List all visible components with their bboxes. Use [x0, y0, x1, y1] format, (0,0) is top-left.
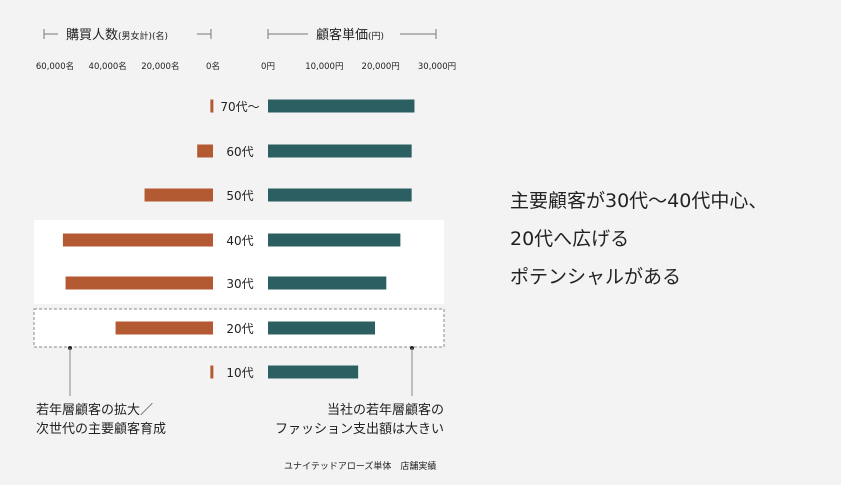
- category-label-10: 10代: [226, 366, 253, 380]
- right-tick-label-2: 20,000円: [362, 62, 400, 72]
- right-bar-40: [268, 233, 401, 247]
- left-bar-50: [144, 188, 213, 202]
- right-bar-60: [268, 144, 412, 158]
- left-tick-label-2: 20,000名: [141, 61, 179, 72]
- category-label-70: 70代〜: [220, 100, 259, 114]
- right-bar-20: [268, 321, 376, 335]
- category-label-20: 20代: [226, 322, 253, 336]
- right-tick-label-1: 10,000円: [305, 62, 343, 72]
- left-tick-label-1: 40,000名: [89, 61, 127, 72]
- annotation-left-line-1: 若年層顧客の拡大／: [36, 403, 154, 418]
- headline-line-1: 主要顧客が30代〜40代中心、: [510, 190, 768, 212]
- left-tick-label-0: 60,000名: [36, 61, 74, 72]
- bars: [62, 99, 415, 379]
- right-bar-30: [268, 276, 387, 290]
- left-bar-60: [197, 144, 213, 158]
- panel-headers: 購買人数(男女計)(名) 顧客単価(円): [43, 27, 437, 43]
- left-tick-label-3: 0名: [206, 61, 220, 72]
- left-panel-unit: (男女計)(名): [118, 30, 168, 42]
- highlight-band-40-30: [34, 220, 444, 304]
- headline-line-2: 20代へ広げる: [510, 228, 630, 250]
- right-bar-50: [268, 188, 412, 202]
- category-label-50: 50代: [226, 189, 253, 203]
- left-bar-10: [210, 365, 214, 379]
- right-bar-70: [268, 99, 415, 113]
- headline-line-3: ポテンシャルがある: [510, 266, 682, 288]
- source-note: ユナイテッドアローズ単体 店舗実績: [284, 462, 437, 472]
- category-label-30: 30代: [226, 277, 253, 291]
- category-label-60: 60代: [226, 145, 253, 159]
- annotation-right: 当社の若年層顧客の ファッション支出額は大きい: [246, 401, 444, 439]
- left-bar-20: [115, 321, 213, 335]
- headline: 主要顧客が30代〜40代中心、 20代へ広げる ポテンシャルがある: [510, 182, 767, 296]
- annotation-right-line-1: 当社の若年層顧客の: [326, 403, 444, 418]
- left-bar-30: [65, 276, 214, 290]
- category-labels: 70代〜 60代 50代 40代 30代 20代 10代: [220, 100, 259, 380]
- annotation-left: 若年層顧客の拡大／ 次世代の主要顧客育成: [36, 401, 166, 439]
- left-bar-70: [210, 99, 214, 113]
- highlight-band-20: [33, 308, 445, 348]
- right-panel-title: 顧客単価(円): [316, 27, 384, 43]
- annotation-left-line-2: 次世代の主要顧客育成: [36, 422, 167, 437]
- left-panel-title: 購買人数(男女計)(名): [66, 28, 168, 43]
- right-bar-10: [268, 365, 359, 379]
- right-panel-unit: (円): [368, 31, 384, 42]
- annotation-right-line-2: ファッション支出額は大きい: [274, 422, 444, 437]
- callout-lines: [68, 346, 414, 396]
- right-tick-label-0: 0円: [261, 62, 275, 72]
- axis-tick-labels: 60,000名 40,000名 20,000名 0名 0円 10,000円 20,000円 3…: [36, 61, 456, 72]
- category-label-40: 40代: [226, 234, 253, 248]
- right-tick-label-3: 30,000円: [418, 62, 456, 72]
- left-bar-40: [62, 233, 214, 247]
